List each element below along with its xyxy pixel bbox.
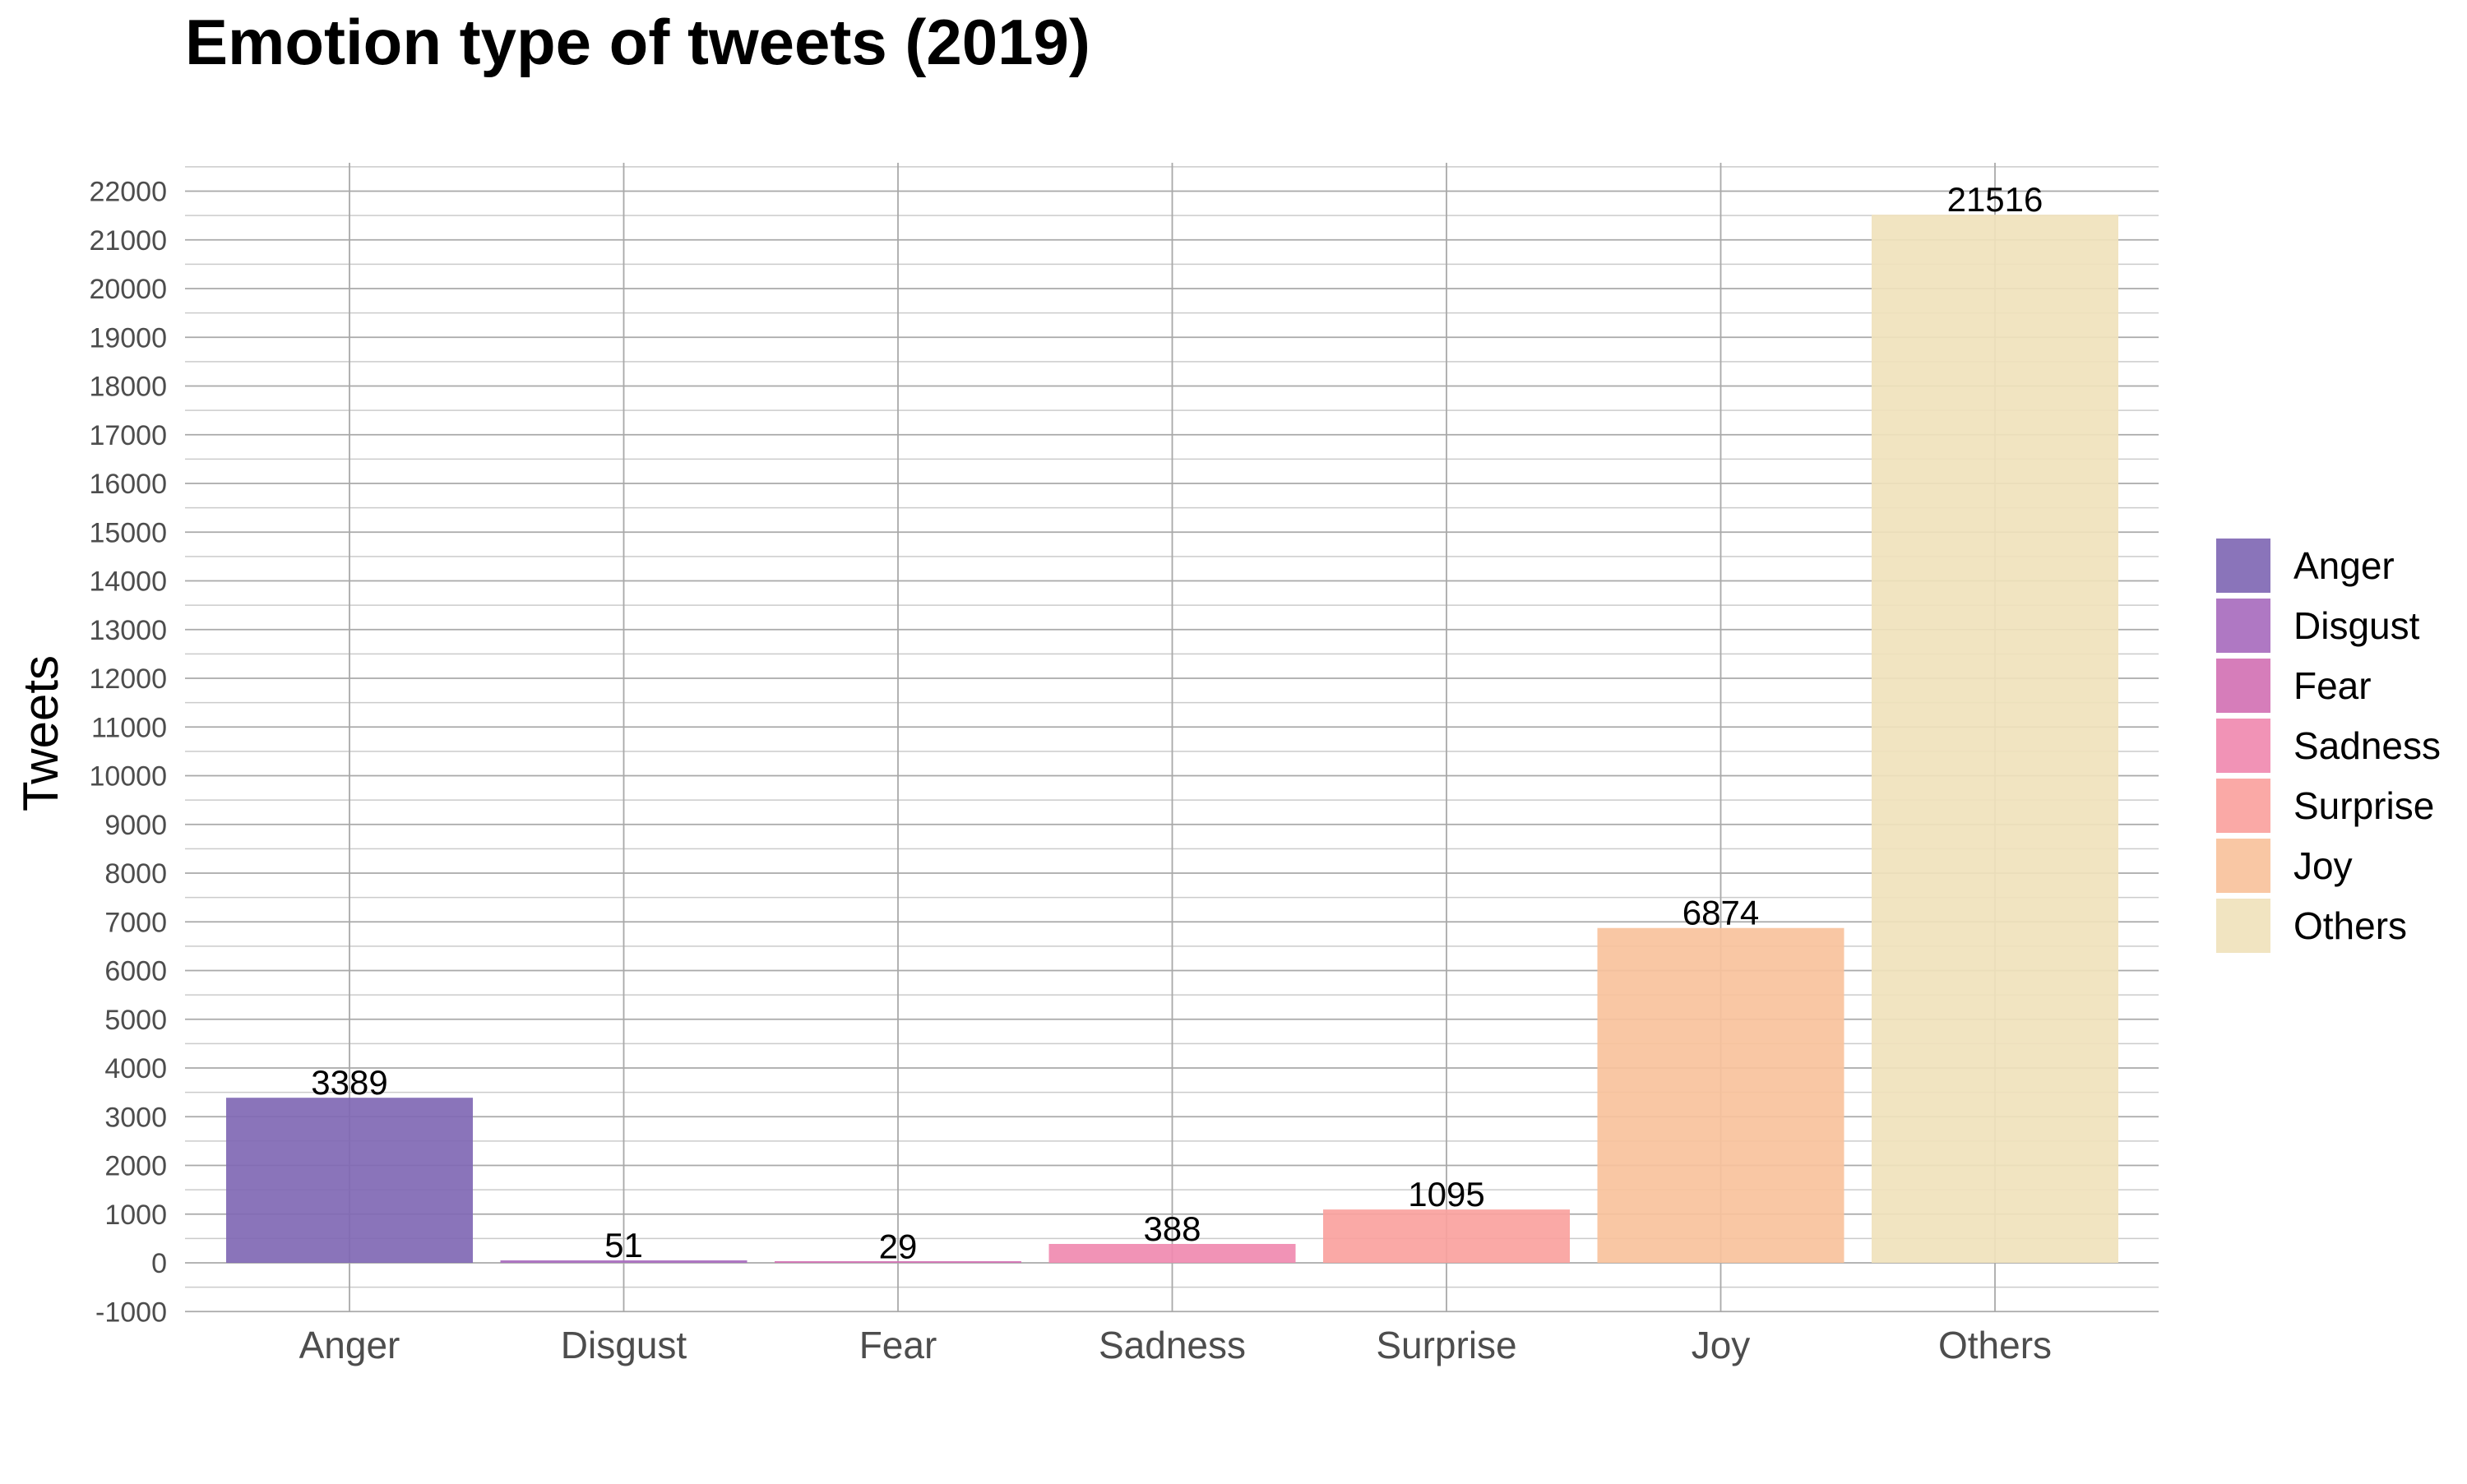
legend-label: Sadness [2293,724,2441,767]
bars [226,215,2118,1263]
bar-disgust [500,1260,748,1263]
x-axis-ticks: Anger Disgust Fear Sadness Surprise Joy Others [299,1324,2052,1366]
y-tick-label: 13000 [89,615,167,646]
bar-others [1872,215,2118,1263]
legend-swatch [2216,659,2270,713]
bar-anger [226,1098,473,1263]
x-tick-label: Disgust [561,1324,687,1366]
x-tick-label: Surprise [1376,1324,1516,1366]
y-tick-label: 7000 [104,907,167,938]
y-tick-label: 0 [151,1248,167,1279]
y-tick-label: 6000 [104,956,167,987]
legend-label: Disgust [2293,604,2420,647]
data-label: 1095 [1408,1175,1484,1214]
data-label: 21516 [1947,180,2043,219]
y-tick-label: 15000 [89,517,167,548]
legend-swatch [2216,599,2270,653]
legend-label: Surprise [2293,784,2434,827]
y-axis-ticks: -1000 0 1000 2000 3000 4000 5000 6000 7000 8000 90… [89,177,167,1329]
y-tick-label: 12000 [89,663,167,695]
y-tick-label: 4000 [104,1053,167,1084]
legend-swatch [2216,839,2270,893]
legend-label: Joy [2293,844,2353,887]
y-tick-label: 11000 [91,712,167,743]
y-tick-label: -1000 [95,1297,167,1328]
x-tick-label: Fear [859,1324,937,1366]
bar-surprise [1323,1209,1570,1263]
data-label: 3389 [311,1063,387,1102]
legend: Anger Disgust Fear Sadness Surprise Joy Others [2216,539,2441,953]
legend-label: Fear [2293,664,2372,707]
y-tick-label: 14000 [89,566,167,598]
y-tick-label: 18000 [89,372,167,403]
y-tick-label: 17000 [89,420,167,451]
legend-swatch [2216,899,2270,953]
legend-swatch [2216,719,2270,773]
legend-swatch [2216,779,2270,833]
y-tick-label: 19000 [89,322,167,354]
grid-lines [185,163,2159,1313]
x-tick-label: Anger [299,1324,400,1366]
y-tick-label: 20000 [89,274,167,305]
y-tick-label: 5000 [104,1005,167,1036]
y-axis-title: Tweets [13,655,68,811]
y-tick-label: 16000 [89,469,167,500]
y-tick-label: 21000 [89,225,167,257]
legend-label: Anger [2293,544,2395,587]
bar-sadness [1048,1244,1296,1263]
y-tick-label: 2000 [104,1151,167,1182]
bar-joy [1597,927,1844,1263]
legend-swatch [2216,539,2270,593]
x-tick-label: Others [1938,1324,2052,1366]
y-tick-label: 9000 [104,810,167,841]
data-label: 29 [879,1227,918,1265]
bar-fear [775,1261,1021,1263]
x-tick-label: Joy [1692,1324,1751,1366]
data-label: 51 [604,1226,643,1264]
data-labels: 3389 51 29 388 1095 6874 21516 [311,180,2043,1265]
x-tick-label: Sadness [1099,1324,1246,1366]
y-tick-label: 22000 [89,177,167,208]
data-label: 6874 [1682,894,1759,932]
chart-title: Emotion type of tweets (2019) [185,6,1090,78]
y-tick-label: 8000 [104,858,167,890]
y-tick-label: 10000 [89,761,167,793]
legend-label: Others [2293,904,2407,947]
data-label: 388 [1143,1209,1201,1248]
y-tick-label: 1000 [104,1200,167,1231]
y-tick-label: 3000 [104,1102,167,1133]
